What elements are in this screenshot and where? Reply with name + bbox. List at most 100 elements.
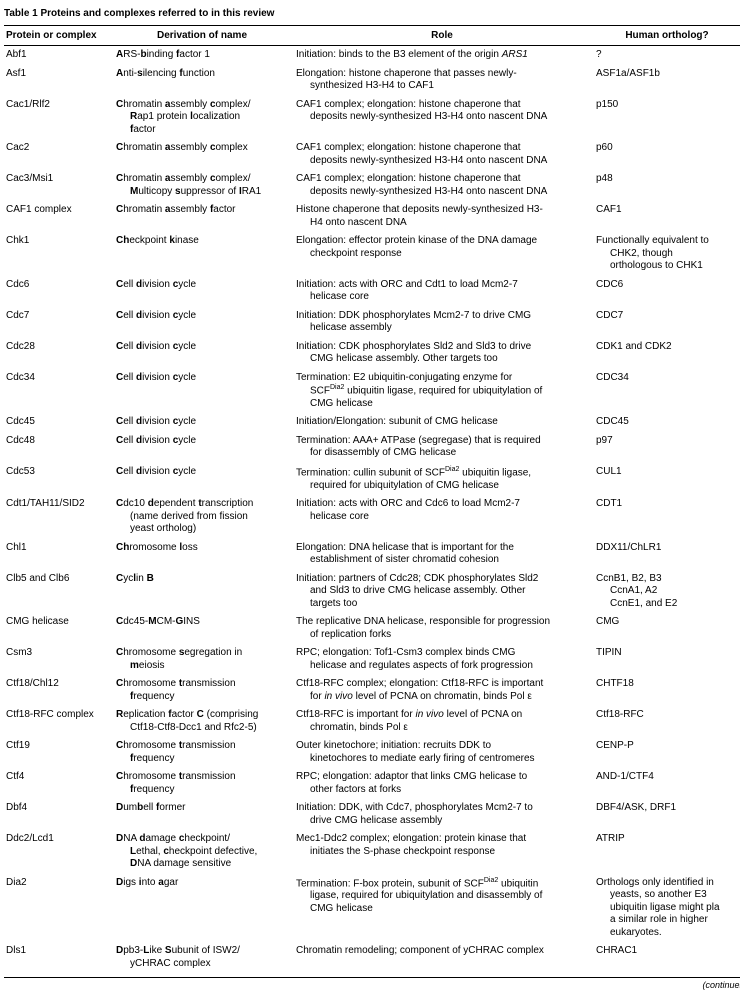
cell-protein: CMG helicase bbox=[4, 613, 114, 644]
cell-derivation: Chromosome transmissionfrequency bbox=[114, 768, 294, 799]
cell-protein: Cac3/Msi1 bbox=[4, 170, 114, 201]
cell-role: Initiation/Elongation: subunit of CMG he… bbox=[294, 413, 594, 432]
cell-role: Elongation: histone chaperone that passe… bbox=[294, 65, 594, 96]
cell-ortholog: TIPIN bbox=[594, 644, 740, 675]
table-row: Cdc28Cell division cycleInitiation: CDK … bbox=[4, 338, 740, 369]
cell-derivation: Cdc45-MCM-GINS bbox=[114, 613, 294, 644]
cell-derivation: Cell division cycle bbox=[114, 369, 294, 414]
cell-ortholog: CDK1 and CDK2 bbox=[594, 338, 740, 369]
cell-ortholog: p60 bbox=[594, 139, 740, 170]
cell-role: Chromatin remodeling; component of yCHRA… bbox=[294, 942, 594, 973]
cell-ortholog: DBF4/ASK, DRF1 bbox=[594, 799, 740, 830]
cell-protein: Ctf19 bbox=[4, 737, 114, 768]
table-row: Ddc2/Lcd1DNA damage checkpoint/Lethal, c… bbox=[4, 830, 740, 874]
table-row: Ctf19Chromosome transmissionfrequencyOut… bbox=[4, 737, 740, 768]
cell-role: Initiation: acts with ORC and Cdt1 to lo… bbox=[294, 276, 594, 307]
col-role: Role bbox=[294, 26, 594, 46]
table-row: Csm3Chromosome segregation inmeiosisRPC;… bbox=[4, 644, 740, 675]
cell-derivation: Cell division cycle bbox=[114, 276, 294, 307]
table-row: Cdc7Cell division cycleInitiation: DDK p… bbox=[4, 307, 740, 338]
cell-ortholog: CAF1 bbox=[594, 201, 740, 232]
cell-role: CAF1 complex; elongation: histone chaper… bbox=[294, 96, 594, 140]
cell-derivation: Replication factor C (comprisingCtf18-Ct… bbox=[114, 706, 294, 737]
cell-ortholog: p97 bbox=[594, 432, 740, 463]
cell-derivation: Anti-silencing function bbox=[114, 65, 294, 96]
table-row: Ctf4Chromosome transmissionfrequencyRPC;… bbox=[4, 768, 740, 799]
cell-protein: Ctf4 bbox=[4, 768, 114, 799]
cell-role: The replicative DNA helicase, responsibl… bbox=[294, 613, 594, 644]
cell-role: Outer kinetochore; initiation: recruits … bbox=[294, 737, 594, 768]
cell-protein: Cdc45 bbox=[4, 413, 114, 432]
table-caption: Table 1 Proteins and complexes referred … bbox=[4, 8, 740, 19]
cell-protein: Cac1/Rlf2 bbox=[4, 96, 114, 140]
cell-protein: Cdc48 bbox=[4, 432, 114, 463]
cell-derivation: Chromosome segregation inmeiosis bbox=[114, 644, 294, 675]
cell-ortholog: Ctf18-RFC bbox=[594, 706, 740, 737]
cell-ortholog: CHTF18 bbox=[594, 675, 740, 706]
table-row: Dbf4Dumbell formerInitiation: DDK, with … bbox=[4, 799, 740, 830]
cell-ortholog: CDT1 bbox=[594, 495, 740, 539]
cell-role: RPC; elongation: adaptor that links CMG … bbox=[294, 768, 594, 799]
cell-role: Initiation: DDK phosphorylates Mcm2-7 to… bbox=[294, 307, 594, 338]
cell-role: RPC; elongation: Tof1-Csm3 complex binds… bbox=[294, 644, 594, 675]
cell-derivation: DNA damage checkpoint/Lethal, checkpoint… bbox=[114, 830, 294, 874]
cell-ortholog: CMG bbox=[594, 613, 740, 644]
cell-role: Initiation: CDK phosphorylates Sld2 and … bbox=[294, 338, 594, 369]
cell-protein: Ctf18/Chl12 bbox=[4, 675, 114, 706]
cell-protein: Csm3 bbox=[4, 644, 114, 675]
cell-protein: Ddc2/Lcd1 bbox=[4, 830, 114, 874]
cell-role: Ctf18-RFC is important for in vivo level… bbox=[294, 706, 594, 737]
cell-derivation: Cell division cycle bbox=[114, 432, 294, 463]
cell-ortholog: CDC7 bbox=[594, 307, 740, 338]
cell-role: Termination: cullin subunit of SCFDia2 u… bbox=[294, 463, 594, 495]
cell-derivation: Chromatin assembly complex/Multicopy sup… bbox=[114, 170, 294, 201]
cell-derivation: Chromatin assembly complex bbox=[114, 139, 294, 170]
cell-derivation: Dpb3-Like Subunit of ISW2/yCHRAC complex bbox=[114, 942, 294, 973]
cell-derivation: Digs into agar bbox=[114, 874, 294, 943]
cell-ortholog: AND-1/CTF4 bbox=[594, 768, 740, 799]
table-row: Cdc48Cell division cycleTermination: AAA… bbox=[4, 432, 740, 463]
continues-label: (continues bbox=[4, 978, 740, 990]
cell-protein: Chl1 bbox=[4, 539, 114, 570]
cell-ortholog: Orthologs only identified inyeasts, so a… bbox=[594, 874, 740, 943]
table-row: Chk1Checkpoint kinaseElongation: effecto… bbox=[4, 232, 740, 276]
cell-ortholog: ? bbox=[594, 46, 740, 65]
cell-protein: Cdc6 bbox=[4, 276, 114, 307]
cell-protein: Cdc53 bbox=[4, 463, 114, 495]
cell-role: Elongation: effector protein kinase of t… bbox=[294, 232, 594, 276]
cell-role: Ctf18-RFC complex; elongation: Ctf18-RFC… bbox=[294, 675, 594, 706]
cell-ortholog: p150 bbox=[594, 96, 740, 140]
cell-derivation: Dumbell former bbox=[114, 799, 294, 830]
cell-derivation: Checkpoint kinase bbox=[114, 232, 294, 276]
cell-role: Termination: E2 ubiquitin-conjugating en… bbox=[294, 369, 594, 414]
cell-derivation: ARS-binding factor 1 bbox=[114, 46, 294, 65]
cell-ortholog: CcnB1, B2, B3CcnA1, A2CcnE1, and E2 bbox=[594, 570, 740, 614]
cell-protein: Cdc7 bbox=[4, 307, 114, 338]
cell-protein: Abf1 bbox=[4, 46, 114, 65]
cell-protein: Asf1 bbox=[4, 65, 114, 96]
cell-ortholog: CDC34 bbox=[594, 369, 740, 414]
cell-derivation: Cell division cycle bbox=[114, 463, 294, 495]
cell-ortholog: p48 bbox=[594, 170, 740, 201]
cell-protein: Dls1 bbox=[4, 942, 114, 973]
cell-protein: Dia2 bbox=[4, 874, 114, 943]
cell-ortholog: CHRAC1 bbox=[594, 942, 740, 973]
cell-derivation: Chromosome transmissionfrequency bbox=[114, 675, 294, 706]
table-row: Dls1Dpb3-Like Subunit of ISW2/yCHRAC com… bbox=[4, 942, 740, 973]
cell-ortholog: Functionally equivalent toCHK2, thoughor… bbox=[594, 232, 740, 276]
table-row: Clb5 and Clb6Cyclin BInitiation: partner… bbox=[4, 570, 740, 614]
table-row: CMG helicaseCdc45-MCM-GINSThe replicativ… bbox=[4, 613, 740, 644]
cell-derivation: Chromosome transmissionfrequency bbox=[114, 737, 294, 768]
table-header-row: Protein or complex Derivation of name Ro… bbox=[4, 26, 740, 46]
cell-role: CAF1 complex; elongation: histone chaper… bbox=[294, 170, 594, 201]
cell-protein: Cdc28 bbox=[4, 338, 114, 369]
cell-derivation: Cell division cycle bbox=[114, 413, 294, 432]
cell-protein: Cdc34 bbox=[4, 369, 114, 414]
cell-role: Initiation: acts with ORC and Cdc6 to lo… bbox=[294, 495, 594, 539]
cell-role: Termination: AAA+ ATPase (segregase) tha… bbox=[294, 432, 594, 463]
cell-role: Termination: F-box protein, subunit of S… bbox=[294, 874, 594, 943]
cell-protein: Ctf18-RFC complex bbox=[4, 706, 114, 737]
cell-ortholog: CDC45 bbox=[594, 413, 740, 432]
table-row: Cdc45Cell division cycleInitiation/Elong… bbox=[4, 413, 740, 432]
cell-role: Elongation: DNA helicase that is importa… bbox=[294, 539, 594, 570]
